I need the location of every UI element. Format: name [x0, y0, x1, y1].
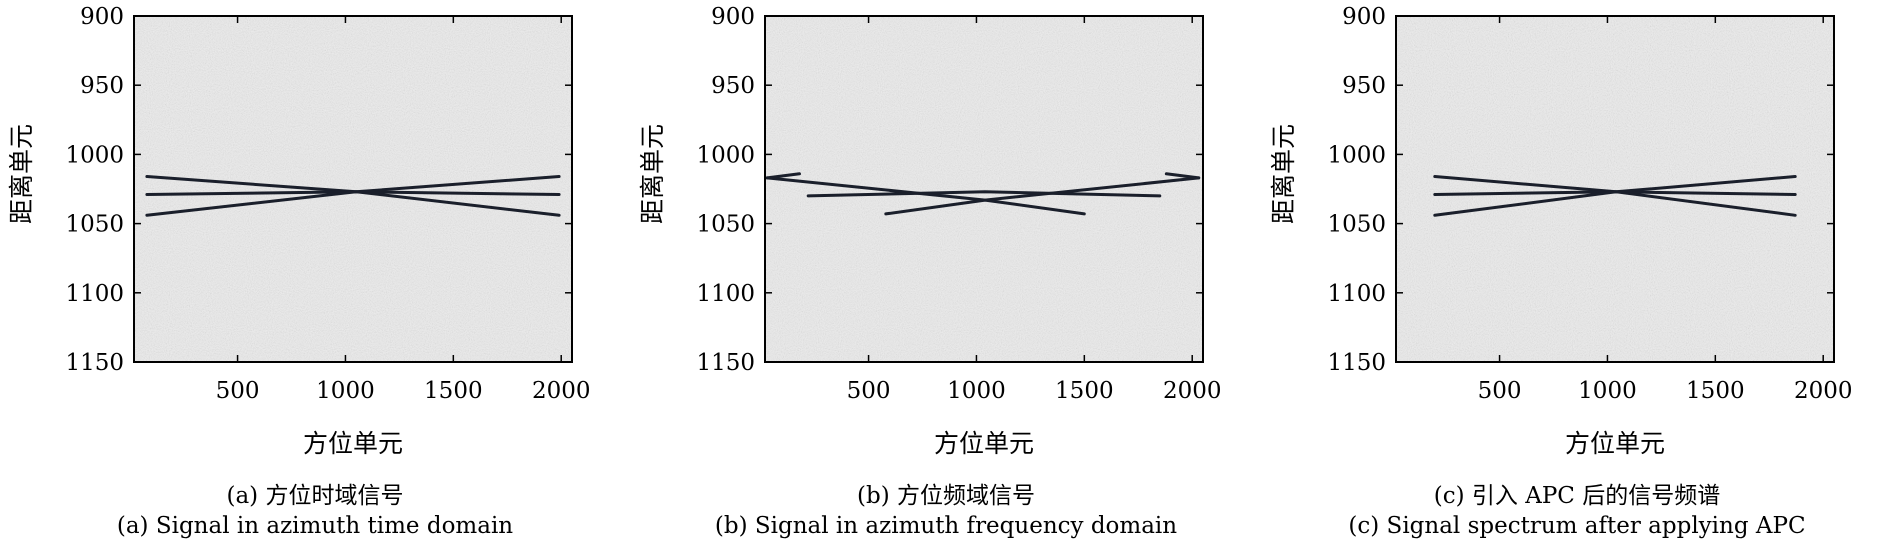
- plot-frame: [133, 15, 573, 363]
- x-tick-label: 1000: [316, 378, 375, 404]
- signal-trace-3: [806, 190, 1162, 198]
- caption-cn: (b) 方位频域信号: [857, 483, 1035, 509]
- y-tick-label: 1000: [696, 142, 755, 168]
- y-tick-label: 1050: [696, 212, 755, 238]
- signal-trace-3: [145, 175, 561, 217]
- noise-texture: [1396, 16, 1834, 362]
- x-tick-label: 500: [1478, 378, 1522, 404]
- y-tick-label: 1100: [65, 281, 124, 307]
- x-tick-label: 1500: [424, 378, 483, 404]
- noise-texture: [134, 16, 572, 362]
- x-tick-label: 1000: [1578, 378, 1637, 404]
- y-tick-label: 1000: [65, 142, 124, 168]
- x-tick-label: 1500: [1686, 378, 1745, 404]
- x-tick-label: 1500: [1055, 378, 1114, 404]
- caption-en: (b) Signal in azimuth frequency domain: [714, 513, 1178, 539]
- caption-en: (c) Signal spectrum after applying APC: [1348, 513, 1806, 539]
- chart-a: 500 1000 1500 2000 900 950 1000 1050 1100 1150 方位单…: [7, 4, 591, 458]
- x-axis-label: 方位单元: [934, 429, 1034, 458]
- signal-trace-5: [1164, 172, 1201, 180]
- y-tick-label: 900: [1342, 4, 1386, 30]
- panel-b: 500 1000 1500 2000 900 950 1000 1050 1100 1150 方位单…: [631, 0, 1261, 546]
- x-axis-label: 方位单元: [1565, 429, 1665, 458]
- x-tick-label: 500: [216, 378, 260, 404]
- y-tick-label: 950: [80, 73, 124, 99]
- y-axis-label: 距离单元: [638, 124, 667, 224]
- signal-trace-3: [1433, 175, 1797, 217]
- y-axis-label: 距离单元: [7, 124, 36, 224]
- y-tick-label: 1150: [65, 350, 124, 376]
- x-tick-label: 500: [847, 378, 891, 404]
- y-tick-label: 1000: [1327, 142, 1386, 168]
- y-tick-label: 1100: [1327, 281, 1386, 307]
- y-tick-label: 900: [711, 4, 755, 30]
- y-tick-label: 1050: [1327, 212, 1386, 238]
- y-tick-label: 950: [1342, 73, 1386, 99]
- x-tick-label: 2000: [1794, 378, 1853, 404]
- x-tick-label: 2000: [532, 378, 591, 404]
- y-tick-label: 1150: [1327, 350, 1386, 376]
- y-tick-label: 950: [711, 73, 755, 99]
- panel-a: 500 1000 1500 2000 900 950 1000 1050 1100 1150 方位单…: [0, 0, 630, 546]
- signal-trace-2: [884, 176, 1201, 216]
- caption-cn: (a) 方位时域信号: [226, 483, 404, 509]
- y-tick-label: 1150: [696, 350, 755, 376]
- caption-cn: (c) 引入 APC 后的信号频谱: [1433, 483, 1721, 509]
- signal-trace-4: [765, 172, 801, 180]
- x-tick-label: 1000: [947, 378, 1006, 404]
- y-axis-label: 距离单元: [1269, 124, 1298, 224]
- plot-frame: [764, 15, 1204, 363]
- y-tick-label: 1050: [65, 212, 124, 238]
- caption-en: (a) Signal in azimuth time domain: [116, 513, 514, 539]
- y-tick-label: 1100: [696, 281, 755, 307]
- y-tick-label: 900: [80, 4, 124, 30]
- x-tick-label: 2000: [1163, 378, 1222, 404]
- chart-c: 500 1000 1500 2000 900 950 1000 1050 1100 1150 方位单…: [1269, 4, 1853, 458]
- x-axis-label: 方位单元: [303, 429, 403, 458]
- chart-b: 500 1000 1500 2000 900 950 1000 1050 1100 1150 方位单…: [638, 4, 1222, 458]
- noise-texture: [765, 16, 1203, 362]
- plot-frame: [1395, 15, 1835, 363]
- panel-c: 500 1000 1500 2000 900 950 1000 1050 1100 1150 方位单…: [1262, 0, 1892, 546]
